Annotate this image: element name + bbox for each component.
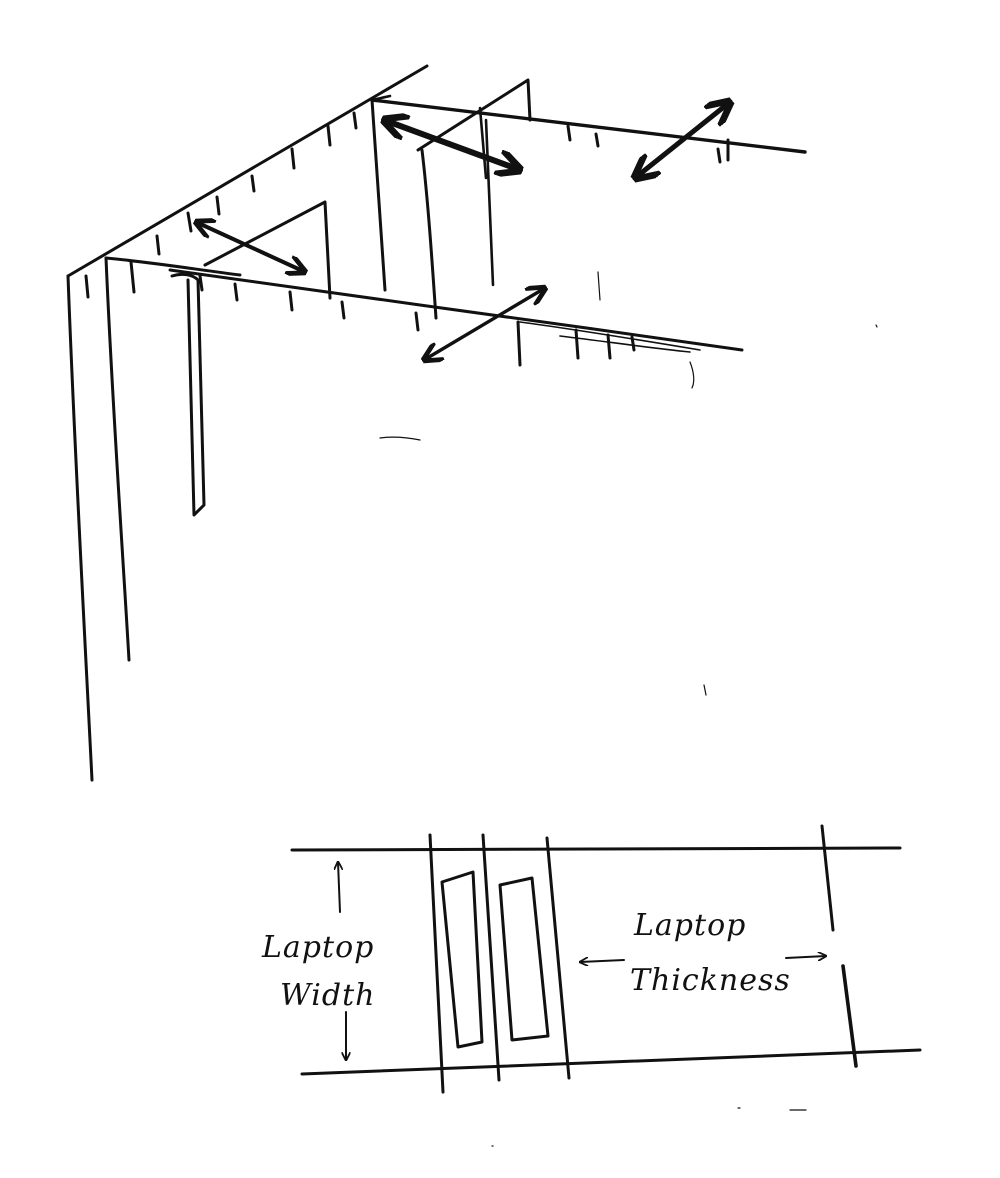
rear-post-left <box>370 98 387 292</box>
faint-sketch-marks <box>379 271 878 696</box>
laptop-thickness-label-line1: Laptop <box>633 908 746 943</box>
top-view-right-stop-upper <box>820 824 835 932</box>
thickness-arrow-left <box>580 960 625 962</box>
top-view-divider-1 <box>428 833 445 1094</box>
laptop-outline-2 <box>498 876 550 1042</box>
top-inner-edge <box>104 256 242 277</box>
top-view-upper-rail <box>290 846 902 852</box>
rear-post-top <box>370 94 392 102</box>
right-depth-arrow <box>635 102 730 178</box>
front-slot-arrow <box>196 222 305 272</box>
edge-tick-marks <box>84 111 730 367</box>
width-arrow-up <box>338 862 340 913</box>
top-view-lower-rail <box>300 1048 922 1076</box>
side-panel-inner-edge <box>104 256 131 662</box>
laptop-width-label-line1: Laptop <box>261 930 374 965</box>
rear-divider-c <box>478 106 495 287</box>
laptop-outline-1 <box>440 870 484 1049</box>
front-rail <box>168 268 744 352</box>
lower-depth-arrow <box>424 288 545 360</box>
top-view-divider-2 <box>481 833 501 1082</box>
hanging-divider-strip <box>170 272 206 517</box>
top-view-divider-3 <box>545 836 571 1080</box>
rear-divider-b <box>420 148 438 320</box>
top-view-right-stop-lower <box>841 964 858 1068</box>
top-view-sketch: Laptop Width Laptop Thickness <box>261 824 922 1147</box>
thickness-arrow-right <box>785 956 826 958</box>
laptop-thickness-label-line2: Thickness <box>630 963 791 998</box>
rear-slot-arrow <box>384 120 520 170</box>
side-panel-outer-edge <box>66 274 94 782</box>
stray-dots <box>491 1107 807 1147</box>
top-diagonal-edge <box>66 64 429 278</box>
perspective-sketch <box>66 64 878 782</box>
laptop-width-label-line2: Width <box>280 978 375 1013</box>
rear-rail <box>370 98 807 154</box>
